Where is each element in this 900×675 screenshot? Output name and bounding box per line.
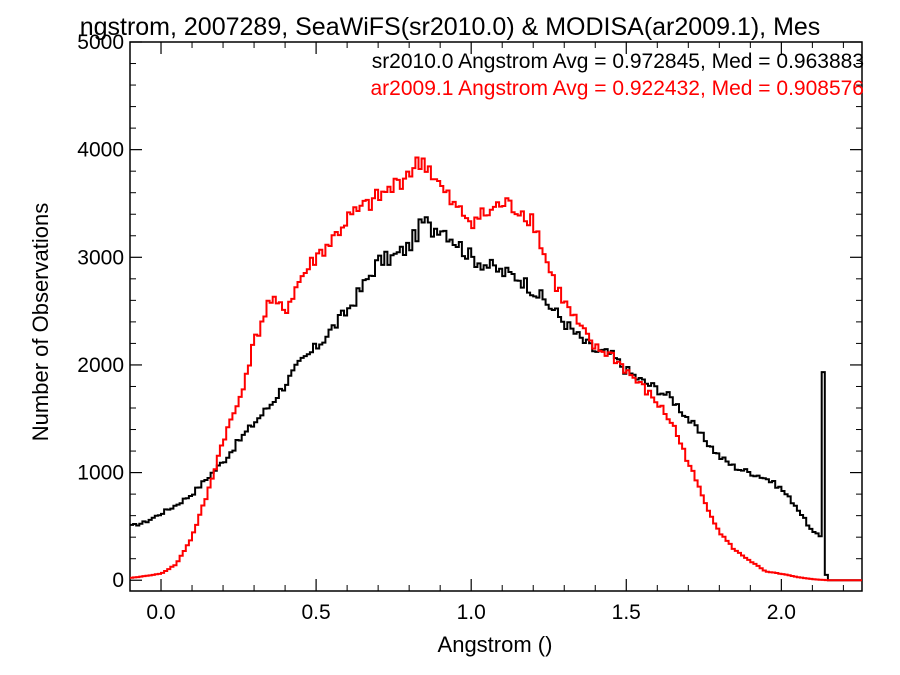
plot-frame [129, 41, 863, 592]
y-axis: 0 1000 2000 3000 4000 5000 [77, 31, 862, 592]
x-axis: 0.0 0.5 1.0 1.5 2.0 [129, 42, 844, 624]
chart-title: ngstrom, 2007289, SeaWiFS(sr2010.0) & MO… [80, 13, 821, 41]
series-line-0 [130, 216, 862, 582]
y-tick-label: 0 [112, 569, 124, 592]
x-tick-label: 0.5 [302, 601, 331, 624]
y-tick-label: 1000 [77, 462, 124, 485]
legend-entry-sr2010: sr2010.0 Angstrom Avg = 0.972845, Med = … [372, 50, 864, 73]
y-tick-label: 5000 [77, 31, 124, 54]
y-axis-title: Number of Observations [28, 203, 53, 441]
y-tick-label: 4000 [77, 139, 124, 162]
series-line-1 [130, 156, 862, 582]
y-tick-label: 3000 [77, 246, 124, 269]
x-tick-label: 0.0 [146, 601, 175, 624]
x-tick-label: 1.0 [457, 601, 486, 624]
legend-entry-ar2009: ar2009.1 Angstrom Avg = 0.922432, Med = … [371, 77, 865, 100]
x-tick-label: 2.0 [767, 601, 796, 624]
x-tick-label: 1.5 [612, 601, 641, 624]
x-axis-title: Angstrom () [438, 632, 553, 657]
y-tick-label: 2000 [77, 354, 124, 377]
series-lines [130, 156, 862, 582]
